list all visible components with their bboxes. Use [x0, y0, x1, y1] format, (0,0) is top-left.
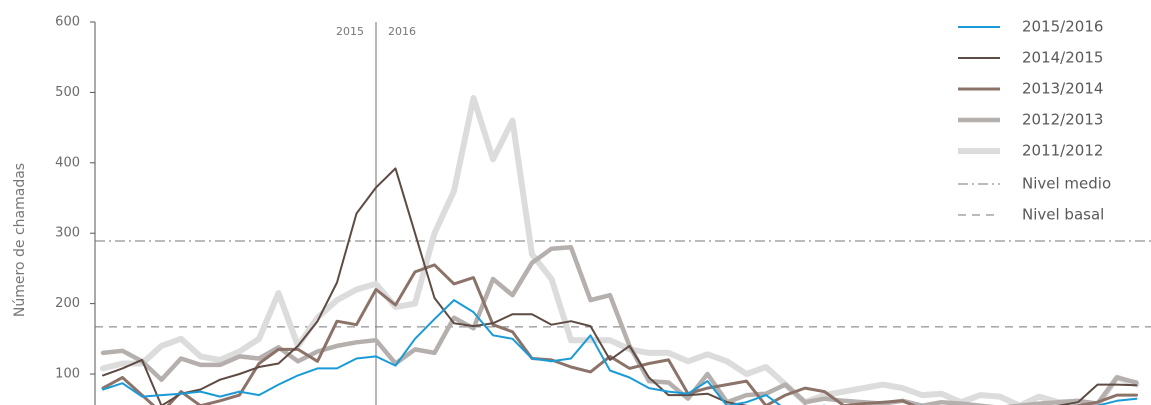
divider-label-right: 2016: [388, 25, 416, 38]
series-line: [102, 299, 1138, 405]
y-tick-label: 500: [55, 85, 80, 100]
y-tick-label: 200: [55, 296, 80, 311]
y-tick-label: 300: [55, 226, 80, 241]
y-tick-label: 600: [55, 15, 80, 30]
legend-label: Nivel basal: [1022, 206, 1104, 224]
y-axis-title: Número de chamadas: [12, 163, 28, 317]
series-line: [100, 245, 1139, 405]
legend-label: 2011/2012: [1022, 142, 1103, 160]
series-line: [100, 95, 1140, 405]
legend-label: 2013/2014: [1022, 80, 1103, 98]
plot-area: [100, 95, 1140, 405]
divider-label-left: 2015: [336, 25, 364, 38]
legend-label: 2015/2016: [1022, 18, 1103, 36]
legend-label: 2014/2015: [1022, 49, 1103, 67]
series-line: [102, 167, 1138, 405]
legend-label: Nivel medio: [1022, 175, 1111, 193]
y-tick-label: 100: [55, 367, 80, 382]
legend-label: 2012/2013: [1022, 111, 1103, 129]
series-line: [101, 263, 1138, 405]
y-tick-label: 400: [55, 155, 80, 170]
